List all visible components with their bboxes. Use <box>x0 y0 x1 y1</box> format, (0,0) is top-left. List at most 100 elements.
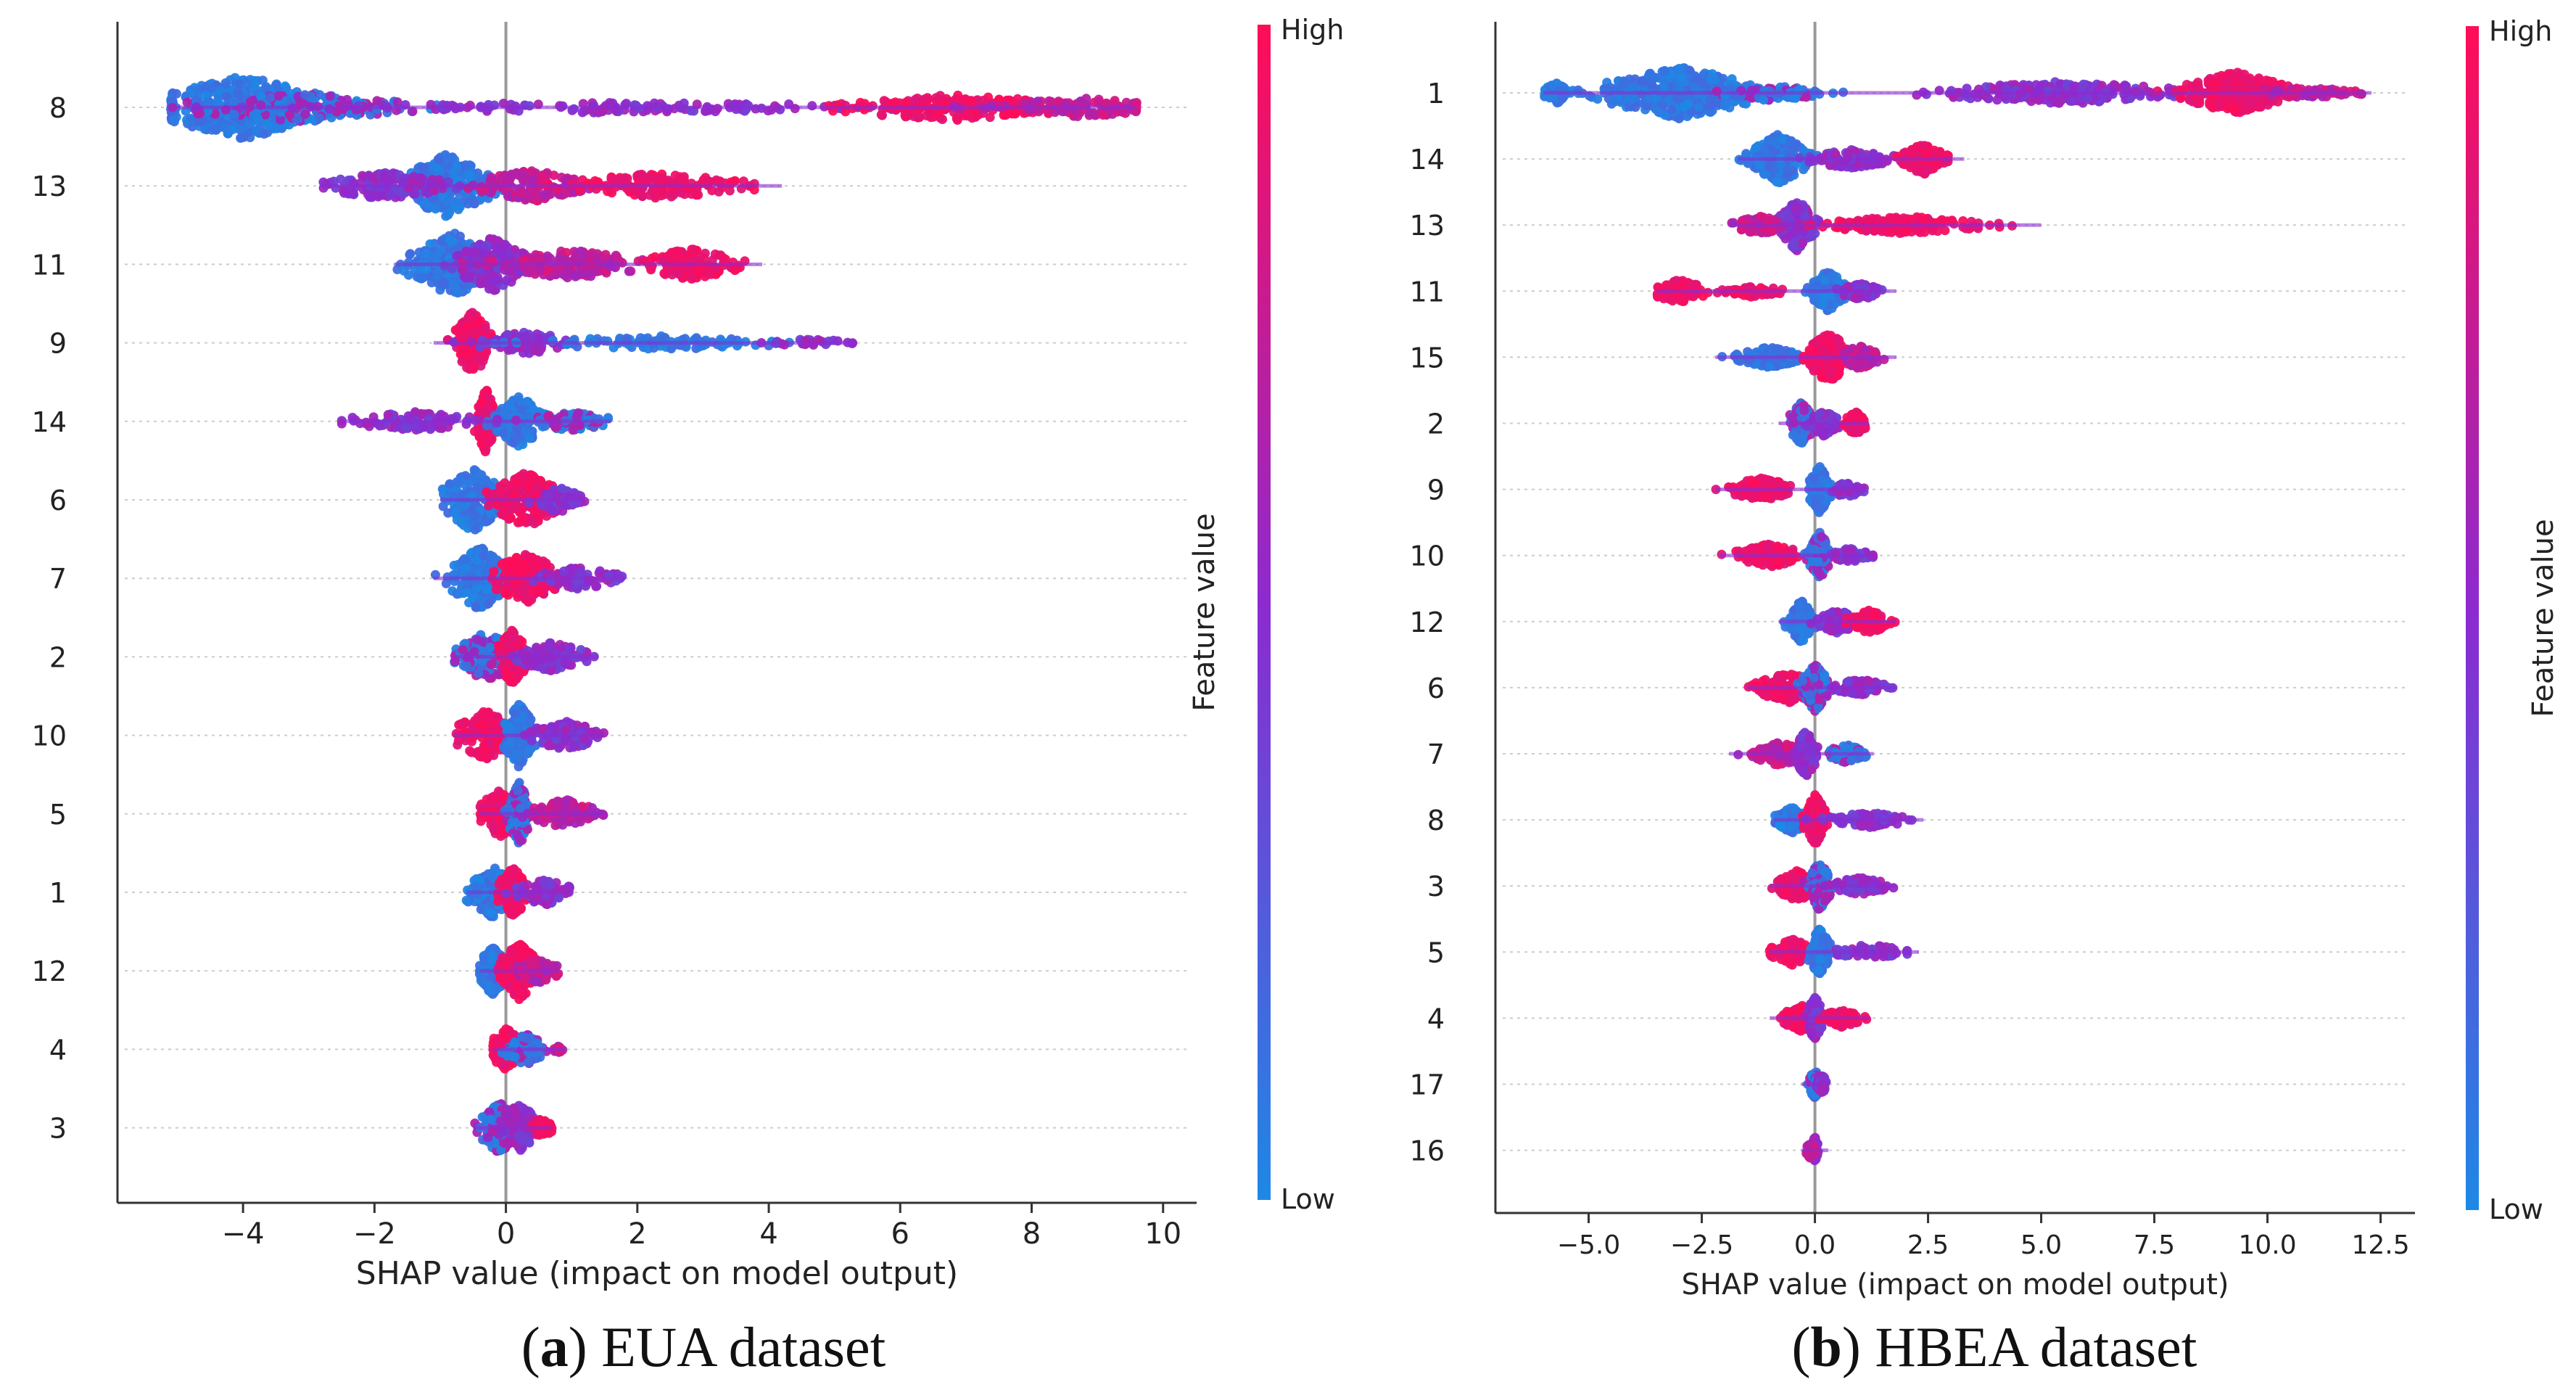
feature-label-11: 11 <box>32 249 67 281</box>
shap-point <box>576 246 586 256</box>
shap-point <box>1046 96 1056 107</box>
shap-point <box>1081 94 1091 104</box>
shap-point <box>461 273 471 283</box>
shap-point <box>524 268 534 278</box>
shap-point <box>259 129 269 139</box>
shap-point <box>461 563 471 573</box>
shap-point <box>529 555 539 565</box>
shap-point <box>449 560 459 570</box>
shap-point <box>571 271 581 281</box>
shap-point <box>469 646 479 657</box>
shap-point <box>891 97 901 107</box>
shap-point <box>476 398 487 408</box>
shap-point <box>442 152 452 163</box>
shap-point <box>545 643 555 653</box>
shap-point <box>229 96 239 107</box>
shap-point <box>456 719 466 729</box>
feature-label-7: 7 <box>49 563 67 595</box>
feature-label-5: 5 <box>49 799 67 831</box>
shap-point <box>463 199 473 209</box>
shap-point <box>274 91 284 101</box>
shap-point <box>688 244 698 255</box>
shap-point <box>461 246 471 256</box>
shap-point <box>385 189 395 200</box>
shap-point <box>546 665 556 675</box>
shap-point <box>220 122 230 132</box>
beeswarm-row-14 <box>337 385 614 456</box>
shap-point <box>499 429 509 439</box>
shap-point <box>479 551 489 561</box>
shap-point <box>452 325 462 335</box>
shap-point <box>300 90 310 100</box>
shap-point <box>169 115 178 126</box>
shap-point <box>431 204 441 214</box>
feature-label-2: 2 <box>49 641 67 673</box>
shap-point <box>692 268 702 277</box>
shap-point <box>527 587 537 597</box>
shap-point <box>586 267 596 277</box>
beeswarm-row-10 <box>451 699 608 772</box>
shap-point <box>237 133 247 142</box>
shap-point <box>531 250 541 260</box>
shap-point <box>672 246 682 256</box>
shap-point <box>410 407 420 417</box>
shap-point <box>455 231 465 242</box>
shap-point <box>419 422 429 432</box>
shap-point <box>486 172 496 182</box>
shap-point <box>674 269 684 279</box>
shap-point <box>506 398 516 408</box>
shap-point <box>500 588 511 598</box>
shap-point <box>564 265 574 275</box>
shap-point <box>229 110 239 120</box>
shap-point <box>482 584 492 594</box>
shap-point <box>467 308 477 318</box>
shap-point <box>453 195 463 205</box>
shap-point <box>505 512 516 522</box>
shap-point <box>496 486 505 496</box>
shap-point <box>194 117 205 127</box>
shap-point <box>606 174 616 184</box>
beeswarm-row-7 <box>430 543 627 612</box>
shap-point <box>314 113 324 123</box>
shap-point <box>516 189 526 198</box>
shap-point <box>488 551 498 562</box>
shap-point <box>470 427 479 437</box>
shap-point <box>999 110 1009 120</box>
shap-point <box>211 125 221 135</box>
shap-point <box>482 752 492 762</box>
shap-point <box>517 405 527 415</box>
shap-point <box>385 176 395 186</box>
shap-point <box>938 115 947 124</box>
shap-point <box>410 189 420 199</box>
shap-point <box>207 83 216 94</box>
beeswarm-row-13 <box>318 150 783 221</box>
feature-label-1: 1 <box>49 877 67 909</box>
shap-point <box>325 91 335 101</box>
shap-point <box>234 79 244 89</box>
shap-point <box>594 252 604 263</box>
shap-point <box>513 501 523 511</box>
shap-point <box>339 188 350 198</box>
shap-point <box>511 423 521 433</box>
shap-point <box>504 250 514 260</box>
shap-point <box>659 268 669 279</box>
shap-point <box>399 266 409 276</box>
shap-point <box>300 110 310 119</box>
shap-point <box>714 186 724 197</box>
shap-point <box>505 671 516 681</box>
shap-point <box>508 437 519 448</box>
shap-point <box>489 567 499 577</box>
feature-label-12: 12 <box>32 955 67 987</box>
shap-point <box>405 249 416 259</box>
shap-point <box>418 163 428 173</box>
shap-point <box>663 176 673 185</box>
shap-point <box>494 641 504 651</box>
beeswarm-row-6 <box>437 465 590 535</box>
shap-point <box>876 110 886 120</box>
shap-point <box>477 637 487 646</box>
shap-point <box>514 585 524 596</box>
shap-point <box>666 192 677 202</box>
shap-point <box>645 173 655 183</box>
shap-point <box>1094 94 1104 104</box>
